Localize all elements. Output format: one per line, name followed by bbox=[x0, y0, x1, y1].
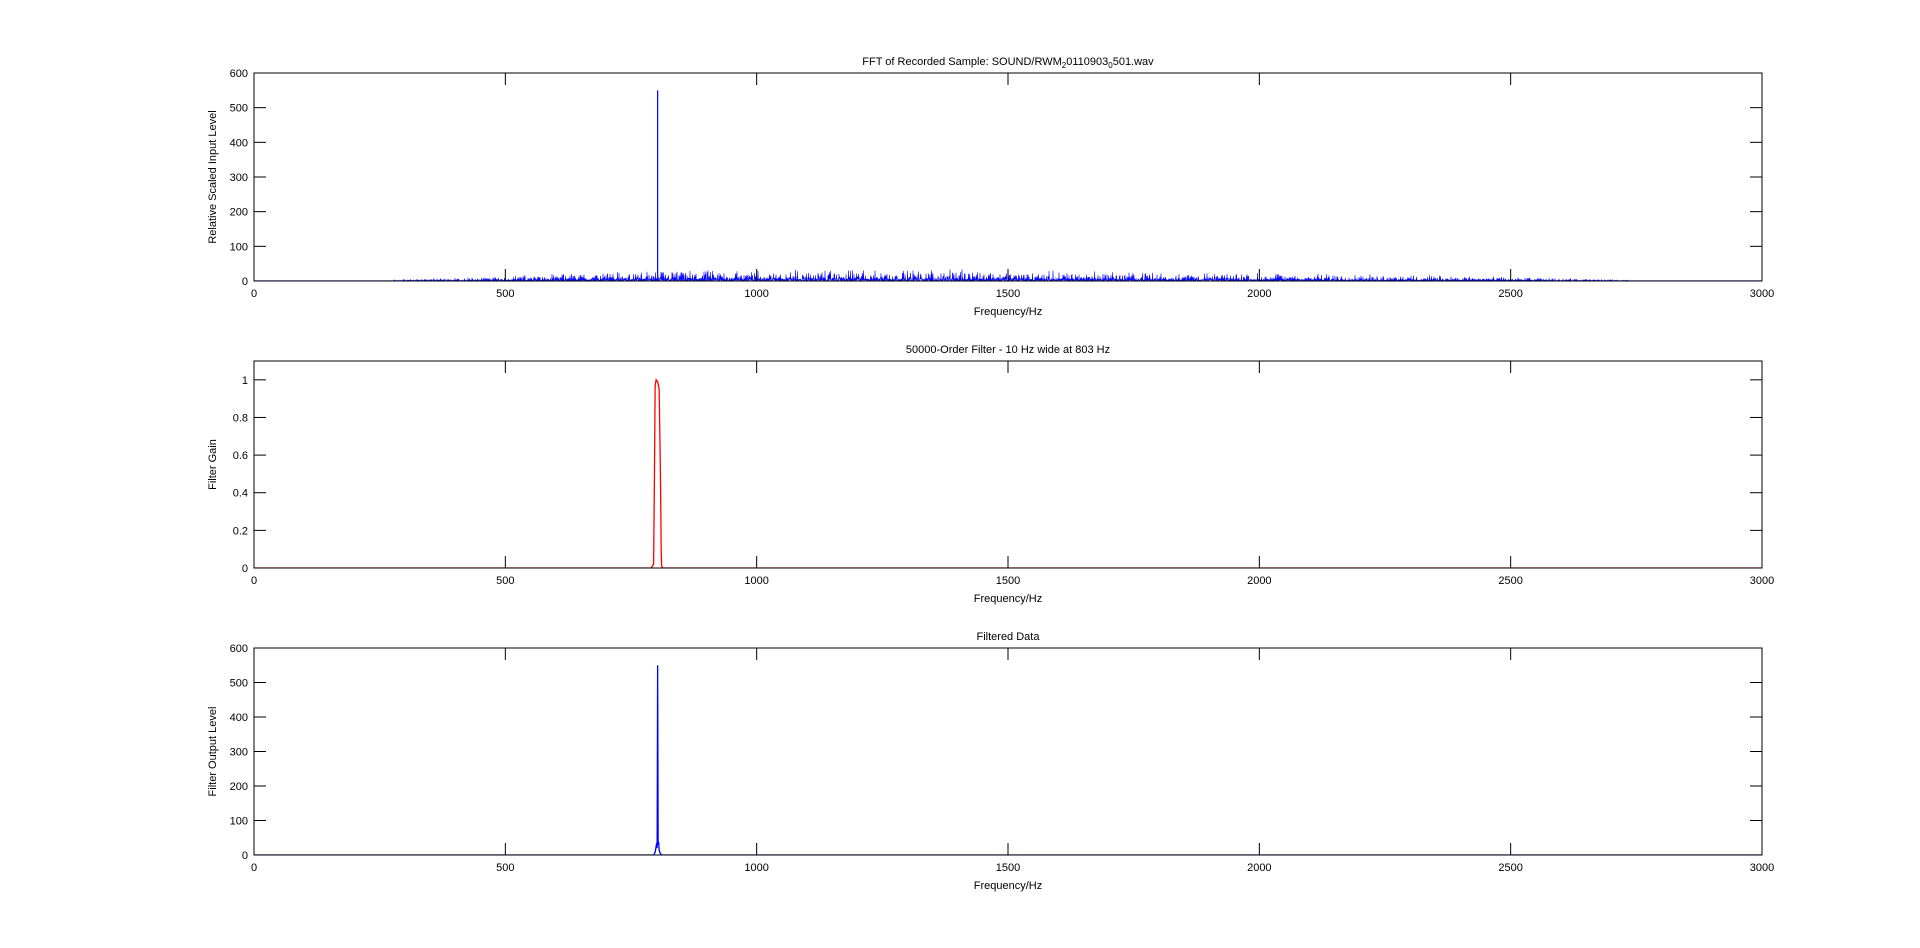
x-tick-label: 500 bbox=[496, 862, 514, 874]
x-tick-label: 3000 bbox=[1750, 575, 1774, 587]
subplot-title: FFT of Recorded Sample: SOUND/RWM2011090… bbox=[862, 56, 1154, 70]
title-subscript: 2 bbox=[1062, 61, 1067, 70]
title-part: 0110903 bbox=[1066, 56, 1108, 68]
plot-area bbox=[254, 361, 1762, 568]
x-tick-label: 3000 bbox=[1750, 288, 1774, 300]
y-tick-label: 0 bbox=[242, 563, 248, 575]
y-tick-label: 500 bbox=[230, 103, 248, 115]
y-tick-label: 100 bbox=[230, 241, 248, 253]
data-layer bbox=[254, 665, 1762, 855]
x-tick-label: 1500 bbox=[996, 575, 1020, 587]
y-tick-label: 400 bbox=[230, 712, 248, 724]
plot-area bbox=[254, 648, 1762, 855]
y-tick-label: 200 bbox=[230, 207, 248, 219]
x-tick-label: 500 bbox=[496, 575, 514, 587]
y-tick-label: 0 bbox=[242, 276, 248, 288]
y-tick-label: 0.8 bbox=[233, 412, 248, 424]
data-layer bbox=[254, 378, 1762, 568]
subplot-2: 0 500 1000 1500 2000 2500 3000 0 0.2 0.4 0.6 0.8 1 50… bbox=[207, 344, 1774, 605]
y-tick-label: 600 bbox=[230, 643, 248, 655]
y-tick-label: 300 bbox=[230, 172, 248, 184]
x-tick-label: 3000 bbox=[1750, 862, 1774, 874]
x-tick-label: 1500 bbox=[996, 862, 1020, 874]
x-tick-label: 1000 bbox=[744, 862, 768, 874]
y-tick-label: 1 bbox=[242, 375, 248, 387]
x-tick-label: 1000 bbox=[744, 575, 768, 587]
x-tick-label: 1000 bbox=[744, 288, 768, 300]
x-tick-label: 2000 bbox=[1247, 862, 1271, 874]
subplot-3: 0 500 1000 1500 2000 2500 3000 0 100 200 300 400 500… bbox=[207, 631, 1774, 892]
y-tick-label: 200 bbox=[230, 781, 248, 793]
y-tick-label: 0 bbox=[242, 850, 248, 862]
x-tick-label: 2500 bbox=[1498, 288, 1522, 300]
filtered-output-line bbox=[254, 665, 1762, 855]
title-subscript: 0 bbox=[1108, 61, 1113, 70]
x-axis-label: Frequency/Hz bbox=[974, 593, 1042, 605]
y-tick-label: 100 bbox=[230, 816, 248, 828]
x-axis-label: Frequency/Hz bbox=[974, 306, 1042, 318]
y-tick-label: 0.6 bbox=[233, 450, 248, 462]
x-tick-label: 500 bbox=[496, 288, 514, 300]
x-tick-label: 1500 bbox=[996, 288, 1020, 300]
y-tick-label: 0.2 bbox=[233, 525, 248, 537]
x-tick-label: 0 bbox=[251, 575, 257, 587]
subplot-title: 50000-Order Filter - 10 Hz wide at 803 H… bbox=[906, 344, 1110, 356]
y-tick-label: 400 bbox=[230, 137, 248, 149]
x-tick-label: 2500 bbox=[1498, 575, 1522, 587]
y-axis-label: Filter Output Level bbox=[207, 707, 219, 797]
x-tick-label: 0 bbox=[251, 288, 257, 300]
y-axis-label: Relative Scaled Input Level bbox=[207, 110, 219, 243]
y-tick-label: 0.4 bbox=[233, 488, 248, 500]
y-axis-label: Filter Gain bbox=[207, 439, 219, 490]
subplot-1: 0 500 1000 1500 2000 2500 3000 0 100 200 300 400 500… bbox=[207, 56, 1774, 318]
y-tick-label: 500 bbox=[230, 678, 248, 690]
x-tick-label: 2000 bbox=[1247, 288, 1271, 300]
x-axis-label: Frequency/Hz bbox=[974, 880, 1042, 892]
subplot-title: Filtered Data bbox=[977, 631, 1041, 643]
y-tick-label: 300 bbox=[230, 747, 248, 759]
title-part: 501.wav bbox=[1113, 56, 1154, 68]
plot-area bbox=[254, 73, 1762, 281]
x-tick-label: 0 bbox=[251, 862, 257, 874]
filter-gain-line bbox=[254, 378, 1762, 568]
title-part: FFT of Recorded Sample: SOUND/RWM bbox=[862, 56, 1061, 68]
y-tick-label: 600 bbox=[230, 68, 248, 80]
x-tick-label: 2000 bbox=[1247, 575, 1271, 587]
x-tick-label: 2500 bbox=[1498, 862, 1522, 874]
